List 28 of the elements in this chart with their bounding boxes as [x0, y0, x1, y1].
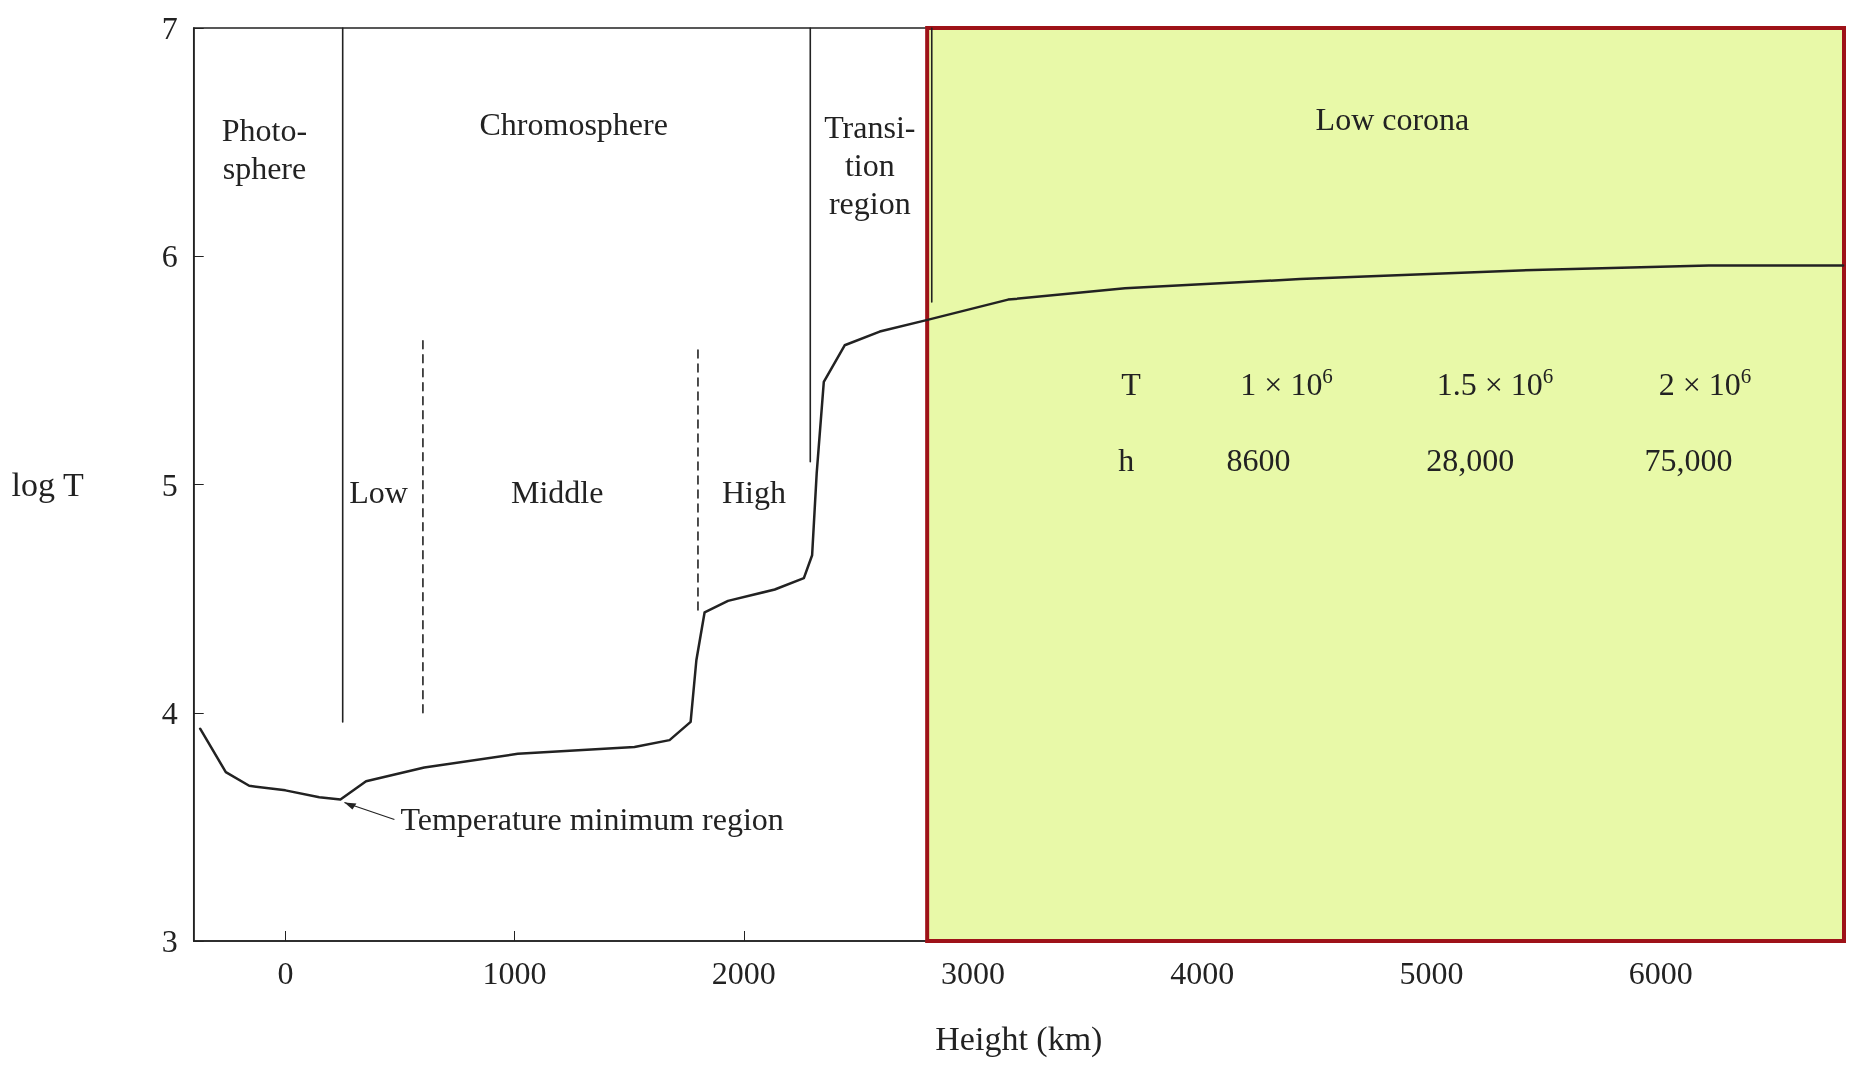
annotation: T: [1121, 366, 1142, 403]
annotation: 75,000: [1644, 441, 1733, 478]
annotation: High: [722, 473, 787, 510]
annotation: Transi- tion region: [824, 108, 916, 221]
x-axis-title: Height (km): [935, 1019, 1103, 1058]
y-tick-label: 6: [161, 238, 178, 275]
annotation: Low corona: [1315, 101, 1470, 138]
y-tick-label: 4: [161, 694, 178, 731]
annotation: Middle: [510, 473, 604, 510]
annotation: Chromosphere: [479, 105, 668, 142]
annotation: Photo- sphere: [221, 112, 308, 187]
x-tick-label: 3000: [941, 955, 1006, 991]
annotation: Temperature minimum region: [400, 801, 784, 838]
y-tick-label: 7: [161, 10, 178, 46]
y-tick-label: 5: [161, 466, 178, 503]
annotation: 28,000: [1426, 441, 1515, 478]
x-tick-label: 1000: [482, 955, 547, 991]
y-axis-title: log T: [11, 466, 84, 503]
x-tick-label: 0: [277, 955, 294, 991]
annotation: Low: [349, 473, 408, 510]
x-tick-label: 6000: [1628, 955, 1693, 991]
y-tick-label: 3: [161, 923, 178, 959]
x-tick-label: 5000: [1399, 955, 1464, 991]
line-series: [198, 264, 1845, 801]
annotation: h: [1118, 441, 1135, 478]
x-tick-label: 2000: [711, 955, 776, 991]
annotation: 8600: [1226, 441, 1291, 478]
x-tick-label: 4000: [1170, 955, 1235, 991]
